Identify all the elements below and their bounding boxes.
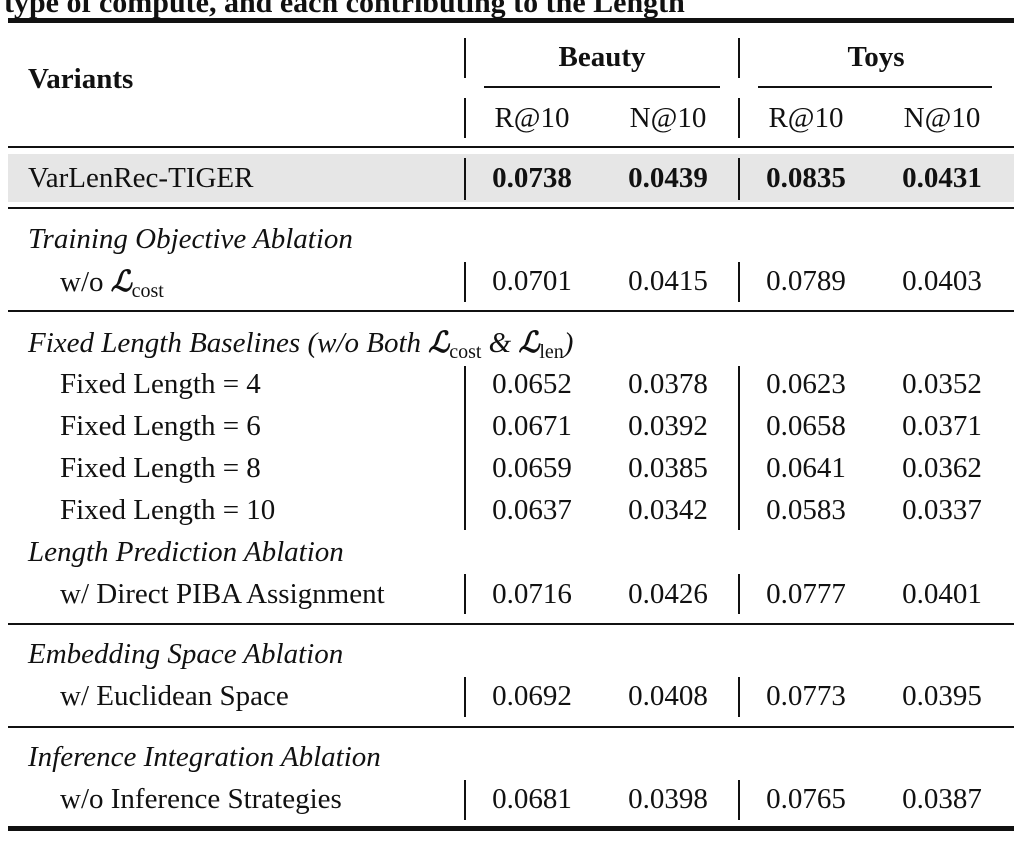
s3r0-val-1: 0.0408 — [628, 680, 708, 712]
s1r2-val-0: 0.0659 — [492, 452, 572, 484]
fixed-length-4-label: Fixed Length = 4 — [60, 368, 261, 400]
bottom-rule — [8, 826, 1014, 831]
metric-beauty-r10: R@10 — [494, 102, 570, 134]
direct-piba-label: w/ Direct PIBA Assignment — [60, 578, 385, 610]
fixed-title-sub-len: len — [539, 341, 564, 363]
s3r0-val-0: 0.0692 — [492, 680, 572, 712]
header-divider-4 — [738, 98, 740, 138]
header-divider-1 — [464, 38, 466, 78]
s0-divider-1 — [464, 262, 466, 302]
s0r0-val-0: 0.0701 — [492, 265, 572, 297]
s2r0-val-2: 0.0777 — [766, 578, 846, 610]
metric-toys-r10: R@10 — [768, 102, 844, 134]
s1r2-val-2: 0.0641 — [766, 452, 846, 484]
s0-divider-2 — [738, 262, 740, 302]
s1r1-val-1: 0.0392 — [628, 410, 708, 442]
main-divider-1 — [464, 158, 466, 200]
s3-bottom-rule — [8, 726, 1014, 728]
loss-symbol-len: ℒ — [518, 325, 540, 359]
group-beauty: Beauty — [558, 41, 646, 73]
main-val-1: 0.0439 — [628, 162, 708, 194]
s4-divider-2 — [738, 780, 740, 820]
s0r0-val-3: 0.0403 — [902, 265, 982, 297]
variants-header: Variants — [28, 63, 134, 95]
s1r2-val-1: 0.0385 — [628, 452, 708, 484]
s0r0-val-1: 0.0415 — [628, 265, 708, 297]
s4r0-val-0: 0.0681 — [492, 783, 572, 815]
cmidrule-beauty — [484, 86, 720, 88]
row-label-prefix: w/o — [60, 266, 111, 298]
loss-symbol: ℒ — [110, 264, 132, 298]
s1-divider-1 — [464, 366, 466, 530]
s2-divider-2 — [738, 574, 740, 614]
s1r3-val-3: 0.0337 — [902, 494, 982, 526]
s1r1-val-2: 0.0658 — [766, 410, 846, 442]
main-row-highlight — [8, 154, 1014, 202]
cmidrule-toys — [758, 86, 992, 88]
s1r3-val-0: 0.0637 — [492, 494, 572, 526]
header-bottom-rule — [8, 146, 1014, 148]
fixed-length-6-label: Fixed Length = 6 — [60, 410, 261, 442]
s4r0-val-1: 0.0398 — [628, 783, 708, 815]
header-divider-2 — [738, 38, 740, 78]
main-val-0: 0.0738 — [492, 162, 572, 194]
group-toys: Toys — [847, 41, 905, 73]
s1r1-val-3: 0.0371 — [902, 410, 982, 442]
main-row-label: VarLenRec-TIGER — [28, 162, 254, 194]
s3-divider-2 — [738, 677, 740, 717]
s1r1-val-0: 0.0671 — [492, 410, 572, 442]
s2r0-val-1: 0.0426 — [628, 578, 708, 610]
section-title-length-prediction: Length Prediction Ablation — [28, 536, 344, 568]
row-label-wo-lcost: w/o ℒcost — [60, 264, 164, 302]
section-title-inference: Inference Integration Ablation — [28, 741, 381, 773]
s2r0-val-3: 0.0401 — [902, 578, 982, 610]
loss-symbol-cost: ℒ — [428, 325, 450, 359]
s1r0-val-3: 0.0352 — [902, 368, 982, 400]
fixed-length-8-label: Fixed Length = 8 — [60, 452, 261, 484]
main-bottom-rule — [8, 207, 1014, 209]
fixed-length-10-label: Fixed Length = 10 — [60, 494, 276, 526]
s1r0-val-2: 0.0623 — [766, 368, 846, 400]
main-val-3: 0.0431 — [902, 162, 982, 194]
s3r0-val-2: 0.0773 — [766, 680, 846, 712]
metric-toys-n10: N@10 — [903, 102, 981, 134]
s1r0-val-1: 0.0378 — [628, 368, 708, 400]
fixed-title-sub-cost: cost — [449, 341, 482, 363]
s1r3-val-2: 0.0583 — [766, 494, 846, 526]
caption-text: type of compute, and each contributing t… — [4, 0, 685, 18]
s4r0-val-3: 0.0387 — [902, 783, 982, 815]
s2-divider-1 — [464, 574, 466, 614]
s1r3-val-1: 0.0342 — [628, 494, 708, 526]
euclidean-label: w/ Euclidean Space — [60, 680, 289, 712]
fixed-title-mid: & — [481, 327, 519, 359]
metric-beauty-n10: N@10 — [629, 102, 707, 134]
caption-fragment: type of compute, and each contributing t… — [0, 0, 1026, 18]
s2-bottom-rule — [8, 623, 1014, 625]
top-rule — [8, 18, 1014, 23]
s3r0-val-3: 0.0395 — [902, 680, 982, 712]
section-title-fixed-length: Fixed Length Baselines (w/o Both ℒcost &… — [28, 325, 574, 363]
s3-divider-1 — [464, 677, 466, 717]
header-divider-3 — [464, 98, 466, 138]
s1-divider-2 — [738, 366, 740, 530]
section-title-embedding: Embedding Space Ablation — [28, 638, 344, 670]
fixed-title-prefix: Fixed Length Baselines (w/o Both — [28, 327, 429, 359]
main-divider-2 — [738, 158, 740, 200]
s4r0-val-2: 0.0765 — [766, 783, 846, 815]
s1r2-val-3: 0.0362 — [902, 452, 982, 484]
s2r0-val-0: 0.0716 — [492, 578, 572, 610]
s1r0-val-0: 0.0652 — [492, 368, 572, 400]
s4-divider-1 — [464, 780, 466, 820]
inference-strategies-label: w/o Inference Strategies — [60, 783, 342, 815]
fixed-title-suffix: ) — [563, 327, 574, 359]
loss-subscript: cost — [131, 280, 164, 302]
s0-bottom-rule — [8, 310, 1014, 312]
section-title-training: Training Objective Ablation — [28, 223, 353, 255]
main-val-2: 0.0835 — [766, 162, 846, 194]
s0r0-val-2: 0.0789 — [766, 265, 846, 297]
